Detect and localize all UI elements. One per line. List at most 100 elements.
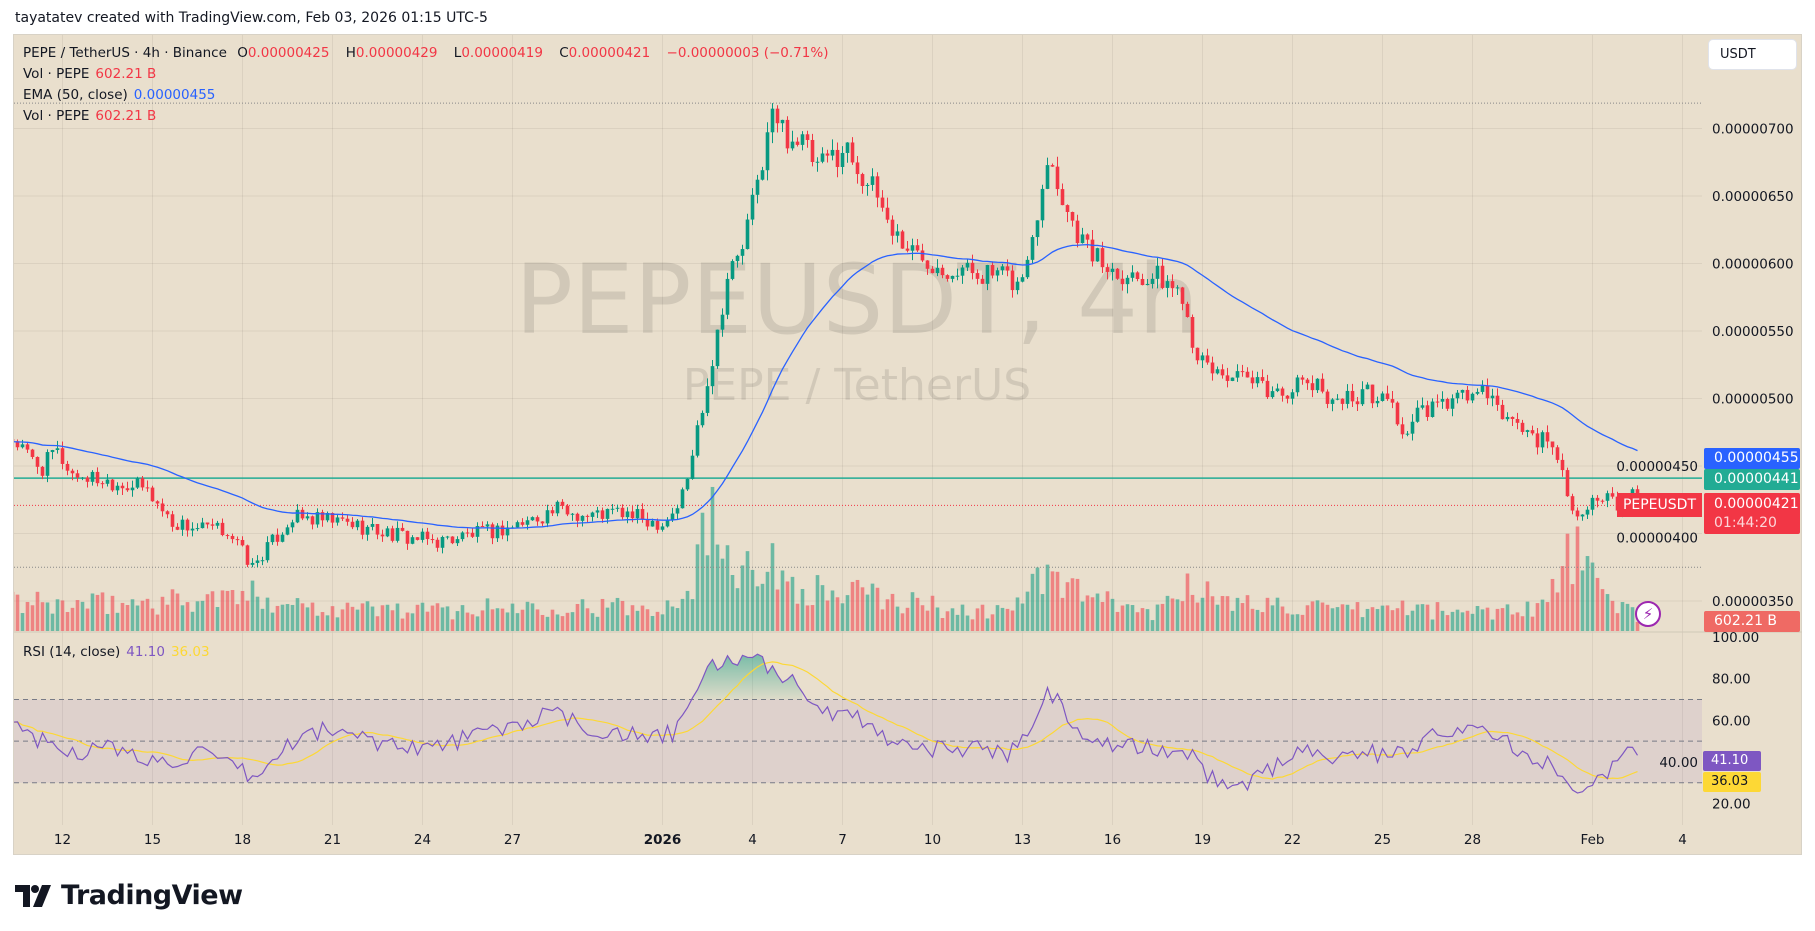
volume-bar: [1195, 602, 1200, 631]
candle-body: [755, 179, 760, 195]
bar-countdown: 01:44:20: [1714, 515, 1777, 531]
candle-body: [450, 536, 455, 544]
candle-body: [1245, 371, 1250, 378]
candle-body: [1255, 377, 1260, 384]
volume-bar: [725, 545, 730, 631]
volume-bar: [960, 604, 965, 631]
volume-bar: [1570, 584, 1575, 631]
volume-bar: [720, 558, 725, 631]
candle-body: [1305, 379, 1310, 384]
candle-body: [1480, 385, 1485, 392]
volume-bar: [85, 608, 90, 631]
candle-body: [300, 509, 305, 519]
symbol-title[interactable]: PEPE / TetherUS · 4h · Binance: [23, 45, 227, 61]
candle-body: [1070, 211, 1075, 221]
volume-bar: [630, 605, 635, 631]
candle-body: [65, 463, 70, 471]
candle-body: [400, 527, 405, 531]
candle-body: [280, 534, 285, 542]
candle-body: [1420, 405, 1425, 408]
candle-body: [25, 444, 30, 450]
rsi-line: [14, 653, 1639, 794]
volume-bar: [1590, 562, 1595, 631]
rsi-legend[interactable]: RSI (14, close) 41.10 36.03: [23, 644, 216, 660]
volume-bar: [1575, 526, 1580, 631]
candle-body: [1485, 385, 1490, 399]
candle-body: [1355, 401, 1360, 405]
volume-bar: [70, 607, 75, 631]
candle-body: [1590, 497, 1595, 510]
volume-bar: [315, 615, 320, 631]
volume-bar: [1145, 609, 1150, 631]
volume-bar: [1275, 597, 1280, 631]
candle-body: [110, 479, 115, 491]
volume-bar: [435, 603, 440, 631]
candle-body: [960, 267, 965, 276]
lightning-icon[interactable]: ⚡: [1635, 601, 1661, 627]
candle-body: [535, 517, 540, 522]
volume-bar: [65, 612, 70, 631]
candle-body: [1270, 391, 1275, 398]
volume-bar: [185, 602, 190, 631]
volume-bar: [1225, 596, 1230, 631]
volume-bar: [690, 599, 695, 631]
time-axis-label: 4: [748, 832, 757, 848]
candle-body: [30, 449, 35, 457]
volume-bar: [835, 597, 840, 631]
volume-bar: [1335, 607, 1340, 631]
candle-body: [940, 267, 945, 276]
chart-frame[interactable]: [13, 34, 1802, 855]
candle-body: [180, 519, 185, 530]
volume-bar: [1045, 564, 1050, 631]
candle-body: [1535, 433, 1540, 448]
candle-body: [1405, 433, 1410, 435]
price-axis-label: 0.00000350: [1712, 594, 1794, 610]
candle-body: [915, 245, 920, 251]
candle-body: [1285, 395, 1290, 399]
candle-body: [1605, 493, 1610, 501]
candle-body: [1195, 347, 1200, 361]
candle-body: [1290, 392, 1295, 399]
candle-body: [75, 473, 80, 478]
candle-body: [1205, 355, 1210, 363]
volume-bar: [105, 613, 110, 631]
candle-body: [210, 524, 215, 526]
volume-bar: [75, 600, 80, 631]
volume-legend-2[interactable]: Vol · PEPE 602.21 B: [23, 108, 162, 124]
volume-bar: [80, 601, 85, 631]
volume-bar: [1605, 594, 1610, 631]
candle-body: [85, 477, 90, 482]
candle-body: [1500, 404, 1505, 420]
volume-bar: [1065, 582, 1070, 631]
volume-bar: [90, 593, 95, 631]
candle-body: [650, 520, 655, 527]
candle-body: [370, 524, 375, 527]
high-label: H: [345, 45, 356, 61]
candle-body: [1095, 248, 1100, 262]
candle-body: [810, 139, 815, 162]
volume-bar: [1495, 608, 1500, 631]
volume-bar: [1200, 597, 1205, 631]
volume-bar: [1100, 601, 1105, 631]
volume-value: 602.21 B: [95, 66, 157, 82]
volume-bar: [395, 603, 400, 631]
time-axis-label: 22: [1284, 832, 1301, 848]
time-axis-label: 10: [924, 832, 941, 848]
volume-bar: [460, 605, 465, 631]
volume-legend[interactable]: Vol · PEPE 602.21 B: [23, 66, 162, 82]
candle-body: [1050, 165, 1055, 167]
ema-legend[interactable]: EMA (50, close) 0.00000455: [23, 87, 221, 103]
currency-button[interactable]: USDT: [1708, 39, 1797, 70]
volume-bar: [1135, 612, 1140, 631]
volume-bar: [40, 602, 45, 631]
candle-body: [730, 261, 735, 279]
volume-bar: [1325, 604, 1330, 631]
volume-bar: [635, 610, 640, 631]
candle-body: [340, 517, 345, 519]
volume-bar: [215, 607, 220, 631]
candle-body: [965, 262, 970, 268]
candle-body: [925, 260, 930, 269]
candle-body: [585, 515, 590, 517]
volume-bar: [910, 592, 915, 631]
